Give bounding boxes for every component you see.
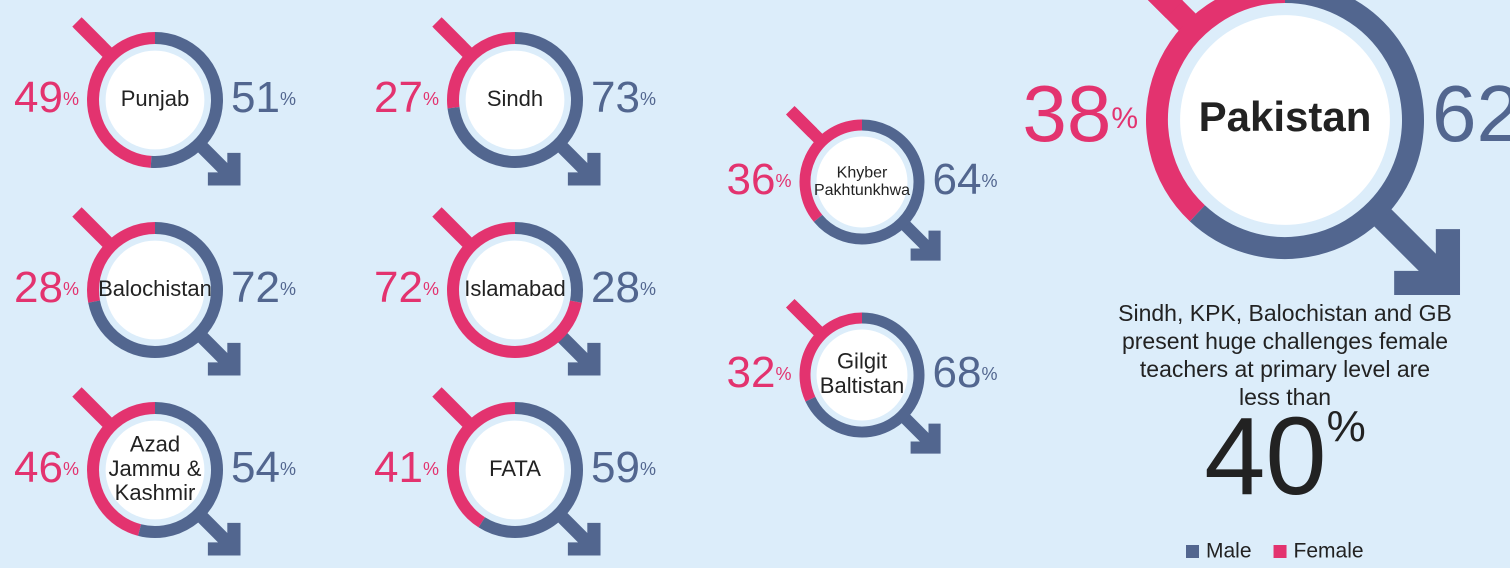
legend-swatch: [1273, 545, 1287, 558]
region-name: Pakistan: [1199, 93, 1372, 140]
female-arc: [447, 32, 516, 109]
male-label: 73%: [591, 73, 656, 122]
female-label: 72%: [374, 263, 439, 312]
region-name: Gilgit: [837, 349, 887, 374]
female-symbol: [785, 105, 818, 138]
female-symbol: [432, 17, 467, 52]
female-label: 38%: [1022, 69, 1138, 158]
male-arc: [514, 222, 583, 303]
female-symbol: [72, 207, 107, 242]
female-symbol: [72, 17, 107, 52]
center-disk: [465, 240, 565, 340]
region-name: Pakhtunkhwa: [814, 182, 910, 199]
region-name: Sindh: [487, 86, 543, 111]
female-label: 41%: [374, 443, 439, 492]
female-arc: [447, 222, 582, 358]
female-arc: [87, 32, 156, 168]
female-symbol: [785, 298, 818, 331]
highlight: 40%: [1204, 395, 1365, 518]
female-arc: [799, 119, 863, 222]
region-name: Punjab: [121, 86, 190, 111]
center-disk: [465, 50, 565, 150]
male-symbol: [207, 342, 241, 376]
female-symbol: [432, 387, 467, 422]
region-name: Jammu &: [109, 456, 202, 481]
legend-swatch: [1186, 545, 1199, 558]
female-arc: [87, 402, 156, 536]
male-arc: [478, 402, 583, 538]
male-symbol: [567, 342, 601, 376]
legend-label: Female: [1294, 540, 1364, 563]
male-label: 72%: [231, 263, 296, 312]
region-name: Balochistan: [98, 276, 212, 301]
center-disk: [105, 420, 205, 520]
region-name: Azad: [130, 432, 180, 457]
note-text: present huge challenges female: [1122, 328, 1448, 354]
female-label: 46%: [14, 443, 79, 492]
female-arc: [87, 222, 156, 303]
male-arc: [150, 32, 223, 168]
male-symbol: [567, 152, 601, 186]
female-symbol: [432, 207, 467, 242]
male-arc: [813, 119, 925, 245]
female-label: 27%: [374, 73, 439, 122]
male-symbol: [567, 522, 601, 556]
male-label: 51%: [231, 73, 296, 122]
male-symbol: [910, 423, 941, 454]
male-label: 59%: [591, 443, 656, 492]
center-disk: [1180, 15, 1390, 225]
male-symbol: [1394, 229, 1461, 296]
center-disk: [465, 420, 565, 520]
note-text: Sindh, KPK, Balochistan and GB: [1118, 300, 1452, 326]
female-label: 49%: [14, 73, 79, 122]
female-label: 28%: [14, 263, 79, 312]
female-label: 36%: [727, 155, 792, 204]
region-name: Khyber: [837, 164, 888, 181]
male-symbol: [207, 522, 241, 556]
note-text: less than: [1239, 384, 1331, 410]
female-arc: [1146, 0, 1286, 222]
region-name: Islamabad: [464, 276, 566, 301]
female-symbol: [72, 387, 107, 422]
male-arc: [805, 312, 925, 438]
male-label: 64%: [933, 155, 998, 204]
region-name: Kashmir: [115, 480, 196, 505]
region-name: FATA: [489, 456, 541, 481]
region-name: Baltistan: [820, 373, 904, 398]
male-arc: [88, 222, 223, 358]
female-symbol: [1147, 0, 1184, 19]
center-disk: [816, 136, 908, 228]
female-arc: [799, 312, 863, 402]
male-label: 54%: [231, 443, 296, 492]
female-arc: [447, 402, 516, 528]
center-disk: [105, 50, 205, 150]
center-disk: [816, 329, 908, 421]
center-disk: [105, 240, 205, 340]
male-label: 62%: [1432, 69, 1510, 158]
female-symbol: [1147, 0, 1204, 39]
legend-label: Male: [1206, 540, 1252, 563]
male-symbol: [207, 152, 241, 186]
male-arc: [1189, 0, 1424, 259]
note-text: teachers at primary level are: [1140, 356, 1430, 382]
male-symbol: [910, 230, 941, 261]
female-label: 32%: [727, 348, 792, 397]
male-arc: [447, 32, 583, 168]
male-label: 28%: [591, 263, 656, 312]
male-label: 68%: [933, 348, 998, 397]
male-arc: [138, 402, 223, 538]
